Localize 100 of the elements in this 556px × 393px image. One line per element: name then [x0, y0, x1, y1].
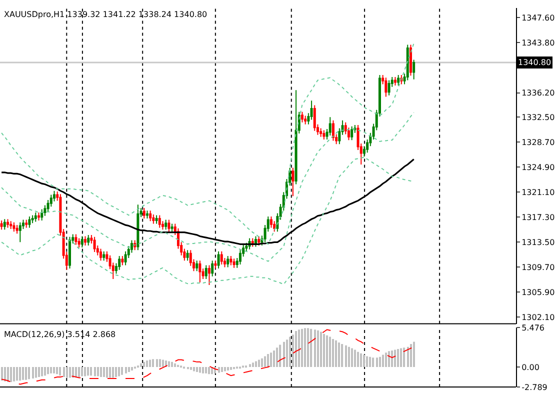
candlestick — [196, 260, 198, 272]
bar — [261, 358, 263, 367]
candlestick — [186, 250, 189, 262]
candlestick — [350, 126, 354, 141]
candlestick — [406, 44, 409, 81]
bar — [112, 366, 114, 378]
candlestick — [84, 236, 87, 246]
y-tick-label: 1309.70 — [522, 262, 555, 272]
bar — [156, 359, 158, 367]
bar — [41, 366, 43, 376]
bar — [224, 366, 226, 372]
candlestick — [102, 250, 106, 262]
bar — [190, 366, 192, 370]
y-tick-label: 1328.70 — [522, 138, 555, 147]
bar — [152, 359, 154, 367]
candlestick — [254, 236, 257, 248]
bar — [16, 366, 18, 381]
bar — [193, 366, 195, 372]
bar — [94, 366, 96, 376]
candlestick — [16, 224, 18, 234]
bar — [187, 366, 189, 370]
candlestick — [328, 116, 332, 136]
bar — [19, 366, 21, 381]
candlestick — [3, 218, 6, 230]
candlestick — [310, 100, 313, 120]
bar — [174, 363, 176, 367]
bar — [7, 366, 9, 382]
bar — [270, 352, 272, 367]
candlestick — [10, 220, 12, 230]
bar — [4, 366, 6, 382]
bar — [47, 366, 49, 374]
bar — [332, 338, 334, 367]
y-tick-label: 1302.10 — [522, 313, 555, 322]
bar — [255, 361, 257, 367]
bar — [84, 366, 86, 376]
bar — [1, 366, 3, 381]
candlestick — [40, 208, 44, 221]
bar — [394, 350, 396, 367]
candlestick — [251, 238, 254, 248]
bar — [115, 366, 117, 378]
bar — [360, 353, 362, 367]
bar — [171, 362, 173, 367]
bar — [38, 366, 40, 378]
y-tick-label: 1332.50 — [522, 112, 555, 122]
bar — [357, 352, 359, 367]
bar — [304, 328, 306, 367]
bar — [202, 366, 204, 374]
bar — [53, 366, 55, 374]
candlestick — [220, 250, 223, 266]
bar — [230, 366, 232, 370]
candlestick — [50, 194, 52, 208]
candlestick — [12, 222, 16, 232]
bar — [35, 366, 37, 378]
candlestick — [18, 222, 22, 243]
candlestick — [409, 44, 412, 76]
candlestick — [28, 216, 31, 228]
bar — [345, 345, 347, 367]
bar — [397, 349, 399, 367]
bar — [199, 366, 201, 373]
bar — [376, 358, 378, 367]
candlestick — [292, 167, 294, 197]
bar — [227, 366, 229, 371]
bar — [44, 366, 46, 376]
candlestick — [332, 120, 334, 142]
candlestick — [208, 264, 210, 286]
y-tick-label: 1324.90 — [522, 162, 555, 172]
candlestick — [152, 214, 155, 224]
candlestick — [74, 234, 78, 246]
candlestick — [87, 234, 90, 246]
y-tick-label: 1321.10 — [522, 188, 555, 197]
bar — [258, 360, 260, 367]
bar — [205, 366, 207, 374]
bar — [90, 366, 92, 376]
candlestick — [168, 219, 170, 232]
candlestick — [230, 256, 232, 266]
bar — [379, 356, 381, 367]
candlestick — [78, 238, 80, 248]
chart-title: MACD(12,26,9) 3.514 2.868 — [4, 330, 116, 339]
y-tick-label: 1336.20 — [522, 88, 555, 98]
bar — [329, 336, 331, 367]
bar — [162, 360, 164, 367]
bar — [103, 366, 105, 378]
candlestick — [270, 216, 272, 228]
bar — [323, 334, 325, 367]
bar — [149, 360, 151, 367]
bar — [249, 364, 251, 367]
candlestick — [217, 250, 220, 270]
line-series — [1, 112, 414, 262]
bar — [233, 366, 235, 370]
candlestick — [304, 115, 307, 125]
candlestick — [204, 264, 208, 280]
y-tick-label: 1317.30 — [522, 212, 555, 222]
bar — [69, 366, 71, 378]
y-tick-label: 1347.60 — [522, 14, 555, 22]
y-tick-label: 1305.90 — [522, 288, 555, 298]
bar — [143, 362, 145, 367]
bar — [335, 340, 337, 367]
candlestick — [37, 212, 40, 221]
bar — [264, 356, 266, 367]
candlestick — [313, 104, 316, 132]
